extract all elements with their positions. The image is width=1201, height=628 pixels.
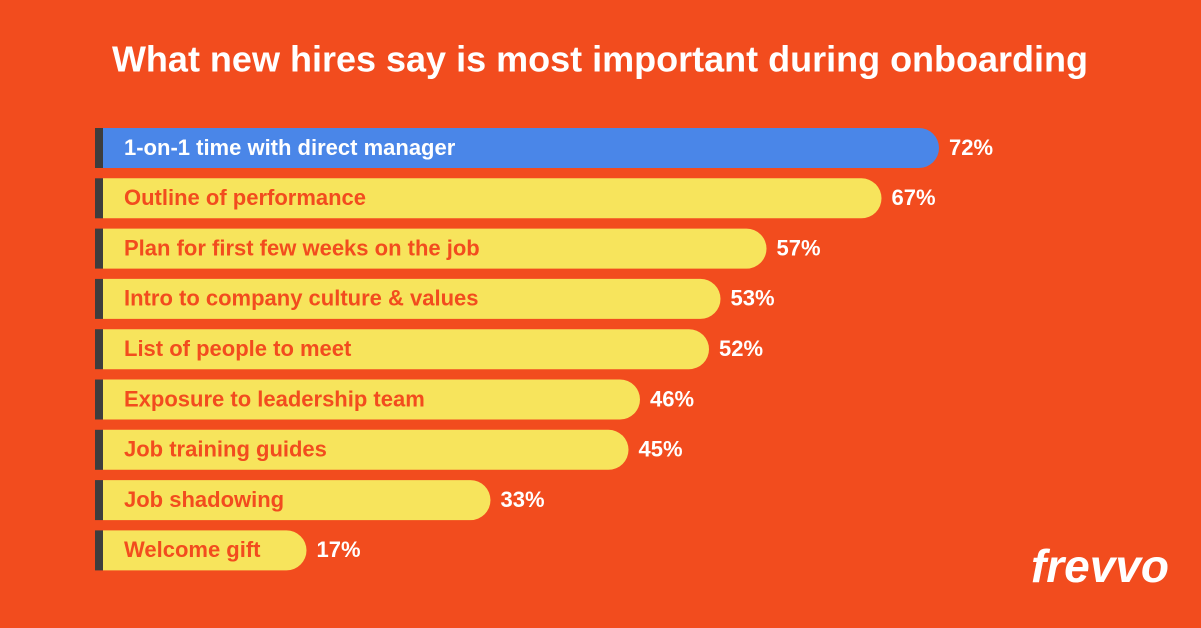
bar: [103, 278, 721, 319]
value-label: 72%: [949, 135, 993, 160]
bar-stub: [95, 429, 103, 470]
bar-stub: [95, 480, 103, 521]
category-label: Welcome gift: [124, 537, 261, 562]
category-label: List of people to meet: [124, 336, 352, 361]
bar-stub: [95, 379, 103, 420]
value-label: 46%: [650, 386, 694, 411]
bar-stub: [95, 178, 103, 219]
value-label: 45%: [639, 437, 683, 462]
bar: [103, 329, 709, 370]
bar: [103, 480, 491, 521]
value-label: 17%: [317, 537, 361, 562]
bar: [103, 530, 307, 571]
bar-stub: [95, 228, 103, 269]
bar-stub: [95, 128, 103, 168]
category-label: Outline of performance: [124, 185, 366, 210]
value-label: 52%: [719, 336, 763, 361]
bar: [103, 429, 629, 470]
category-label: Intro to company culture & values: [124, 286, 479, 311]
bar: [103, 128, 939, 168]
value-label: 57%: [777, 235, 821, 260]
bar-stub: [95, 329, 103, 370]
value-label: 53%: [731, 286, 775, 311]
bar: [103, 379, 640, 420]
value-label: 33%: [501, 487, 545, 512]
bar-stub: [95, 530, 103, 571]
bar-stub: [95, 278, 103, 319]
bar: [103, 228, 767, 269]
category-label: Job shadowing: [124, 487, 284, 512]
category-label: Plan for first few weeks on the job: [124, 235, 480, 260]
bar: [103, 178, 882, 219]
chart-title: What new hires say is most important dur…: [112, 39, 1088, 80]
category-label: Job training guides: [124, 437, 327, 462]
value-label: 67%: [892, 185, 936, 210]
category-label: 1-on-1 time with direct manager: [124, 135, 456, 160]
logo: frevvo: [1031, 540, 1169, 592]
category-label: Exposure to leadership team: [124, 386, 425, 411]
